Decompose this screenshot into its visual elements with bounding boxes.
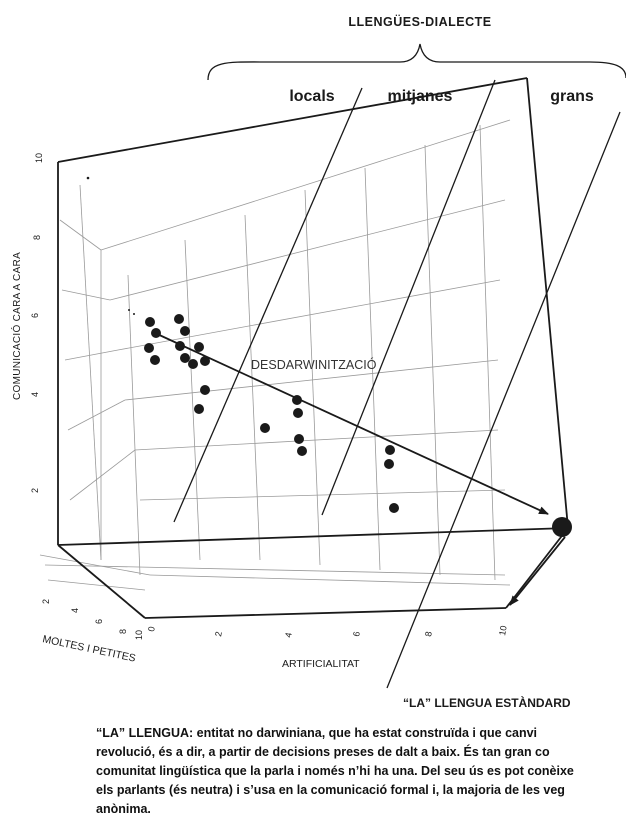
caption-line: comunitat lingüística que la parla i nom… bbox=[96, 764, 574, 778]
data-point bbox=[260, 423, 270, 433]
data-point bbox=[180, 353, 190, 363]
data-point bbox=[385, 445, 395, 455]
group-brace bbox=[207, 43, 626, 81]
data-point bbox=[194, 404, 204, 414]
divider-mitjanes bbox=[321, 79, 496, 516]
corner-arrow bbox=[509, 536, 566, 606]
tick-label: 8 bbox=[423, 631, 434, 638]
data-point bbox=[174, 314, 184, 324]
data-point bbox=[150, 355, 160, 365]
data-point bbox=[389, 503, 399, 513]
standard-language-label: “LA” LLENGUA ESTÀNDARD bbox=[403, 695, 571, 710]
caption-line: “LA” LLENGUA: entitat no darwiniana, que… bbox=[96, 726, 538, 740]
depth-axis-ticks: 2 4 6 8 10 bbox=[41, 599, 144, 640]
tick-label: 10 bbox=[134, 630, 144, 640]
vertical-axis-ticks: 10 8 6 4 2 bbox=[30, 153, 44, 493]
caption-line: els parlants (és neutra) i s’usa en la c… bbox=[96, 783, 565, 797]
caption: “LA” LLENGUA: entitat no darwiniana, que… bbox=[96, 724, 626, 819]
tick-label: 2 bbox=[30, 488, 40, 493]
tick-label: 6 bbox=[30, 313, 40, 318]
tick-label: 6 bbox=[351, 631, 362, 638]
trend-label: DESDARWINITZACIÓ bbox=[251, 357, 377, 372]
tick-label: 10 bbox=[34, 153, 44, 163]
divider-grans bbox=[386, 111, 621, 689]
tick-label: 8 bbox=[32, 235, 42, 240]
data-point bbox=[200, 385, 210, 395]
caption-line: revolució, és a dir, a partir de decisio… bbox=[96, 745, 550, 759]
group-label: LLENGÜES-DIALECTE bbox=[348, 14, 491, 29]
category-locals: locals bbox=[289, 88, 334, 105]
data-point bbox=[294, 434, 304, 444]
tick-label: 0 bbox=[146, 626, 157, 633]
depth-axis-label: MOLTES I PETITES bbox=[41, 633, 136, 664]
grid-lines bbox=[39, 119, 511, 591]
desdarwinitzacio-arrow bbox=[154, 332, 549, 515]
category-grans: grans bbox=[550, 88, 594, 105]
tick-label: 4 bbox=[283, 632, 294, 639]
data-point bbox=[384, 459, 394, 469]
box-frame bbox=[57, 77, 569, 619]
vertical-axis-label: COMUNICACIÓ CARA A CARA bbox=[10, 252, 23, 400]
data-point bbox=[188, 359, 198, 369]
data-point bbox=[145, 317, 155, 327]
horizontal-axis-label: ARTIFICIALITAT bbox=[282, 658, 360, 670]
tick-label: 2 bbox=[41, 599, 51, 604]
standard-language-point bbox=[552, 517, 572, 537]
tick-label: 4 bbox=[70, 608, 80, 613]
tick-label: 10 bbox=[497, 625, 509, 637]
data-point bbox=[297, 446, 307, 456]
caption-line: anònima. bbox=[96, 802, 151, 816]
horizontal-axis-ticks: 0 2 4 6 8 10 bbox=[146, 625, 509, 639]
data-point bbox=[144, 343, 154, 353]
data-point bbox=[180, 326, 190, 336]
data-point bbox=[200, 356, 210, 366]
data-point bbox=[194, 342, 204, 352]
tick-label: 4 bbox=[30, 392, 40, 397]
tick-label: 2 bbox=[213, 631, 224, 638]
category-dividers bbox=[173, 79, 621, 689]
data-point bbox=[293, 408, 303, 418]
tick-label: 8 bbox=[118, 629, 128, 634]
tick-label: 6 bbox=[94, 619, 104, 624]
divider-locals bbox=[173, 87, 363, 523]
